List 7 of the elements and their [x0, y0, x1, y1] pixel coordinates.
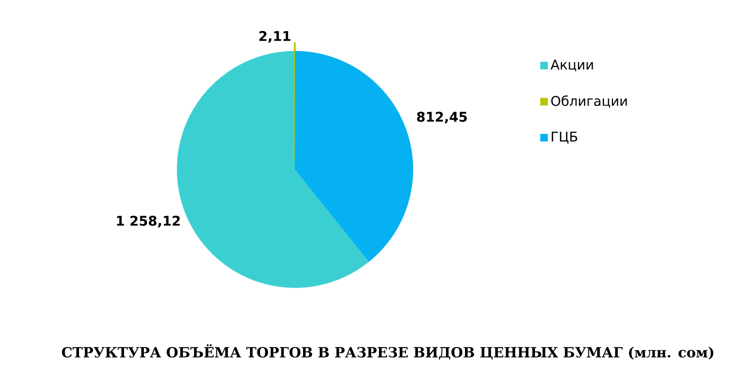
- legend-label: Акции: [550, 60, 593, 72]
- text: СТРУКТУРА ОБЪЁМА ТОРГОВ В РАЗРЕЗЕ ВИДОВ ЦЕННЫХ БУМАГ (млн. сом): [62, 344, 714, 360]
- data-label: 1 258,12: [117, 216, 180, 228]
- data-label: 2,11: [259, 30, 290, 43]
- data-label: 812,45: [417, 112, 467, 124]
- legend-label: Облигации: [551, 95, 627, 108]
- legend-label: ГЦБ: [552, 132, 578, 144]
